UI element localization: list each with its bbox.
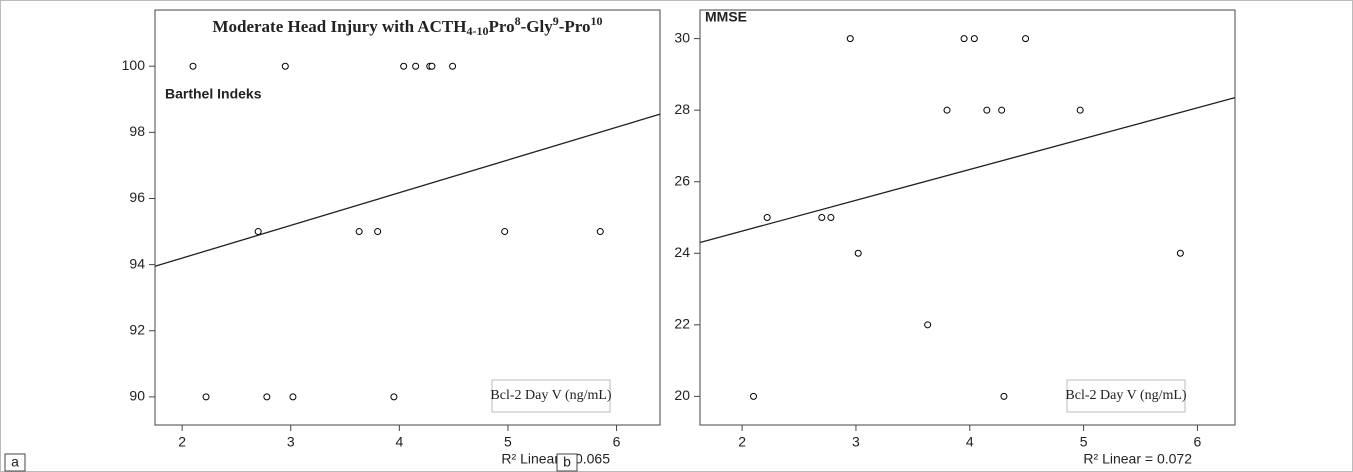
- point: [924, 321, 932, 329]
- x-tick-label: 4: [966, 434, 974, 450]
- y-tick-label: 30: [674, 29, 690, 45]
- x-label-box: [1066, 379, 1186, 413]
- point: [943, 106, 951, 114]
- point: [1176, 249, 1184, 257]
- x-tick-label: 2: [178, 434, 186, 450]
- title-part: 9: [553, 14, 559, 28]
- x-tick-label: 2: [738, 434, 746, 450]
- point: [281, 62, 289, 70]
- x-axis-label: Bcl-2 Day V (ng/mL): [1065, 388, 1187, 403]
- point: [374, 228, 382, 236]
- plot-area: [699, 9, 1236, 426]
- panel-letter: a: [11, 454, 19, 470]
- point: [998, 106, 1006, 114]
- y-tick-label: 94: [129, 255, 145, 271]
- point: [960, 35, 968, 43]
- y-tick-label: 20: [674, 387, 690, 403]
- point: [1000, 392, 1008, 400]
- x-tick-label: 4: [395, 434, 403, 450]
- point: [596, 228, 604, 236]
- point: [412, 62, 420, 70]
- point: [400, 62, 408, 70]
- x-tick-label: 6: [613, 434, 621, 450]
- point: [750, 392, 757, 400]
- point: [818, 214, 826, 221]
- point: [449, 62, 457, 70]
- point: [289, 393, 297, 401]
- y-tick-label: 28: [674, 101, 690, 117]
- title-part: 8: [515, 14, 521, 28]
- point: [390, 393, 398, 401]
- title-part: -Gly: [521, 17, 554, 36]
- y-tick-label: 92: [129, 321, 145, 337]
- inset-label: Barthel Indeks: [165, 86, 262, 102]
- point: [846, 35, 854, 43]
- title-part: 10: [591, 14, 603, 28]
- panel-box: [556, 453, 578, 472]
- point: [428, 62, 436, 70]
- inset-label: MMSE: [705, 9, 747, 25]
- point: [1022, 35, 1030, 43]
- title-part: Pro: [489, 17, 515, 36]
- point: [202, 393, 210, 401]
- fit-line: [154, 113, 661, 267]
- point: [355, 228, 363, 236]
- title-part: -Pro: [559, 17, 591, 36]
- point: [1076, 106, 1084, 114]
- y-tick-label: 22: [674, 316, 690, 332]
- x-tick-label: 3: [287, 434, 295, 450]
- r-squared-note: R² Linear = 0.072: [1083, 451, 1192, 467]
- title-part: 4-10: [467, 24, 489, 38]
- y-tick-label: 96: [129, 189, 145, 205]
- x-tick-label: 5: [1080, 434, 1088, 450]
- panel-box: [4, 453, 26, 472]
- point: [763, 214, 771, 221]
- point: [983, 106, 991, 114]
- point: [263, 393, 271, 401]
- chart-title: Moderate Head Injury with ACTH4-10Pro8-G…: [212, 14, 602, 38]
- x-tick-label: 5: [504, 434, 512, 450]
- panel-letter: b: [563, 454, 571, 470]
- point: [501, 228, 509, 236]
- fit-line: [699, 97, 1236, 244]
- point: [970, 35, 978, 43]
- x-axis-label: Bcl-2 Day V (ng/mL): [490, 388, 612, 403]
- plot-area: [154, 9, 661, 426]
- y-tick-label: 100: [122, 57, 146, 73]
- point: [254, 228, 262, 236]
- x-tick-label: 6: [1194, 434, 1202, 450]
- y-tick-label: 24: [674, 244, 690, 260]
- title-part: Moderate Head Injury with ACTH: [212, 17, 466, 36]
- x-label-box: [491, 379, 611, 413]
- y-tick-label: 26: [674, 172, 690, 188]
- y-tick-label: 90: [129, 388, 145, 404]
- y-tick-label: 98: [129, 123, 145, 139]
- point: [854, 249, 862, 257]
- r-squared-note: R² Linear = 0.065: [501, 451, 610, 467]
- point: [189, 62, 197, 70]
- point: [827, 214, 835, 221]
- x-tick-label: 3: [852, 434, 860, 450]
